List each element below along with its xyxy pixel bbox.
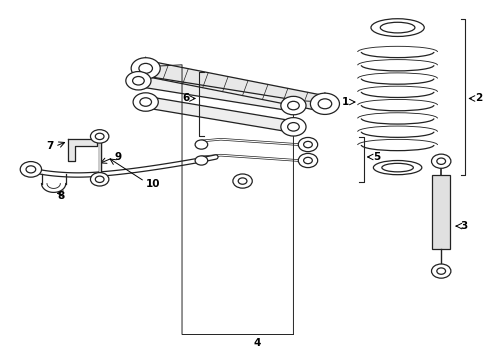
Circle shape [304, 157, 312, 164]
Circle shape [304, 141, 312, 148]
Polygon shape [68, 139, 97, 161]
Ellipse shape [371, 19, 424, 36]
Circle shape [26, 166, 36, 173]
Polygon shape [137, 75, 295, 111]
Circle shape [238, 178, 247, 184]
Text: 1: 1 [342, 97, 349, 107]
Bar [433, 175, 450, 249]
Circle shape [195, 140, 208, 149]
Circle shape [298, 153, 318, 168]
Circle shape [310, 93, 340, 114]
Polygon shape [144, 96, 295, 132]
Circle shape [298, 138, 318, 152]
Text: 8: 8 [57, 191, 65, 201]
Ellipse shape [373, 161, 422, 175]
Circle shape [288, 123, 299, 131]
Text: 7: 7 [46, 141, 53, 151]
Circle shape [195, 156, 208, 165]
Circle shape [281, 118, 306, 136]
Circle shape [131, 58, 160, 79]
Text: 9: 9 [114, 152, 122, 162]
Ellipse shape [382, 163, 414, 172]
Circle shape [96, 133, 104, 140]
Circle shape [96, 176, 104, 183]
Circle shape [133, 93, 158, 111]
Circle shape [140, 98, 151, 106]
Circle shape [432, 154, 451, 168]
Circle shape [20, 162, 42, 177]
Text: 6: 6 [182, 94, 189, 103]
Circle shape [126, 72, 151, 90]
Circle shape [318, 99, 332, 109]
Circle shape [133, 77, 144, 85]
Text: 2: 2 [475, 94, 482, 103]
Circle shape [91, 130, 109, 143]
Circle shape [432, 264, 451, 278]
Circle shape [437, 268, 445, 274]
Text: 10: 10 [146, 179, 160, 189]
Circle shape [91, 172, 109, 186]
Circle shape [281, 96, 306, 115]
Circle shape [437, 158, 445, 165]
Ellipse shape [380, 22, 415, 33]
Circle shape [233, 174, 252, 188]
Circle shape [288, 101, 299, 110]
Text: 4: 4 [253, 338, 261, 348]
Text: 5: 5 [373, 152, 381, 162]
Polygon shape [143, 61, 328, 111]
Circle shape [139, 63, 152, 73]
Text: 3: 3 [461, 221, 468, 231]
